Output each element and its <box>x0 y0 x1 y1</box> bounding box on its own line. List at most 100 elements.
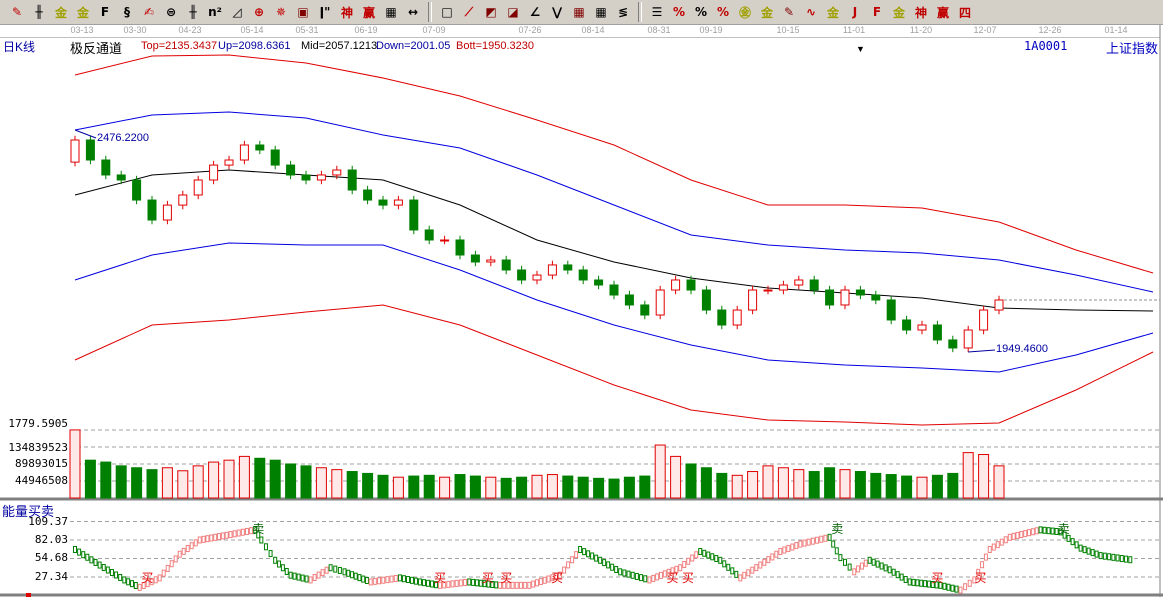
pen-draw-button[interactable]: ✎ <box>6 2 28 22</box>
pen-ruler-button[interactable]: ✍ <box>138 2 160 22</box>
energy-mark <box>337 566 342 574</box>
energy-mark <box>710 553 715 561</box>
box-icon: □ <box>441 5 453 19</box>
target-button[interactable]: ⊕ <box>248 2 270 22</box>
gold-lines-button[interactable]: 金 <box>756 2 778 22</box>
circle-ruler-button[interactable]: ⊜ <box>160 2 182 22</box>
square-target-button[interactable]: ▣ <box>292 2 314 22</box>
energy-mark <box>614 566 619 574</box>
ruler-123-button[interactable]: ▦ <box>380 2 402 22</box>
f-lines-button[interactable]: F <box>94 2 116 22</box>
shen-button[interactable]: 神 <box>336 2 358 22</box>
candle <box>640 300 650 320</box>
n-squared-button[interactable]: n² <box>204 2 226 22</box>
buy-signal: 买 <box>551 571 563 585</box>
volume-bar <box>824 467 836 499</box>
scroll-marker <box>26 593 31 597</box>
shen-angle-button[interactable]: 神 <box>910 2 932 22</box>
four-angle-button[interactable]: 四 <box>954 2 976 22</box>
volume-bar <box>577 476 589 499</box>
volume-bar <box>408 475 420 499</box>
candle <box>409 195 419 235</box>
gold-ratio-button[interactable]: 金 <box>50 2 72 22</box>
triangle-button[interactable]: ◿ <box>226 2 248 22</box>
percent-lines-button[interactable]: % <box>712 2 734 22</box>
energy-mark <box>304 575 309 583</box>
energy-mark <box>954 585 959 593</box>
volume-bar <box>331 469 343 499</box>
volume-bar <box>238 455 250 499</box>
pen-bar-button[interactable]: ✎ <box>778 2 800 22</box>
volume-bar <box>608 478 620 499</box>
energy-mark <box>610 563 615 571</box>
grid-box-2-button[interactable]: ▦ <box>590 2 612 22</box>
volume-bar <box>993 465 1005 499</box>
percent-button[interactable]: % <box>690 2 712 22</box>
candle-body <box>178 194 188 206</box>
energy-mark <box>562 566 567 574</box>
energy-mark <box>578 545 583 553</box>
spiral-button[interactable]: § <box>116 2 138 22</box>
f-angle-button[interactable]: F <box>866 2 888 22</box>
channel-line-mid <box>74 169 1154 312</box>
energy-mark <box>393 574 398 582</box>
candle-body <box>301 174 311 181</box>
volume-bar <box>439 476 451 499</box>
energy-mark <box>101 564 106 572</box>
angle-lines-button[interactable]: ∠ <box>524 2 546 22</box>
bars-button[interactable]: ☰ <box>646 2 668 22</box>
grid-lines-button[interactable]: ╫ <box>28 2 50 22</box>
percent-angle-button[interactable]: % <box>668 2 690 22</box>
energy-mark <box>232 530 237 538</box>
buy-signal: 买 <box>667 571 679 585</box>
fan-box-button[interactable]: ◩ <box>480 2 502 22</box>
gold-angle-button[interactable]: 金 <box>888 2 910 22</box>
volume-bar <box>870 472 882 499</box>
gold-circle-button[interactable]: ㊎ <box>734 2 756 22</box>
volume-bar <box>808 471 820 499</box>
candle-body <box>224 159 234 166</box>
candle-body <box>932 324 942 341</box>
j-angle-button[interactable]: J <box>844 2 866 22</box>
parallel-lines-button[interactable]: ╫ <box>182 2 204 22</box>
energy-mark <box>467 578 472 586</box>
candle <box>532 270 542 285</box>
star-target-button[interactable]: ✵ <box>270 2 292 22</box>
ying-angle-icon: 赢 <box>936 5 949 20</box>
fan-lines-button[interactable]: ⟋ <box>458 2 480 22</box>
candle <box>486 255 496 267</box>
energy-mark <box>690 554 695 562</box>
energy-mark <box>268 550 273 558</box>
energy-mark <box>133 582 138 590</box>
ying-angle-button[interactable]: 赢 <box>932 2 954 22</box>
wave-button[interactable]: ∿ <box>800 2 822 22</box>
date-tick: 06-19 <box>354 25 378 35</box>
candle-body <box>902 319 912 331</box>
diagonal-lines-button[interactable]: ≶ <box>612 2 634 22</box>
candle <box>624 290 634 310</box>
tick-marks-button[interactable]: ǀ" <box>314 2 336 22</box>
energy-mark <box>1111 553 1116 561</box>
gold-ratio-2-button[interactable]: 金 <box>72 2 94 22</box>
energy-mark <box>674 565 679 573</box>
box-button[interactable]: □ <box>436 2 458 22</box>
gold-box-button[interactable]: 金 <box>822 2 844 22</box>
energy-mark <box>594 554 599 562</box>
grid-box-button[interactable]: ▦ <box>568 2 590 22</box>
candle <box>132 175 142 205</box>
width-arrows-button[interactable]: ↔ <box>402 2 424 22</box>
chevron-down-icon[interactable]: ▼ <box>856 44 865 54</box>
zigzag-button[interactable]: ⋁ <box>546 2 568 22</box>
candle <box>948 335 958 353</box>
energy-mark <box>670 567 675 575</box>
volume-bar <box>208 461 220 499</box>
period-label[interactable]: 日K线 <box>3 40 36 54</box>
energy-mark <box>750 566 755 574</box>
fan-lines-icon: ⟋ <box>464 4 474 19</box>
buy-signal: 买 <box>434 571 446 585</box>
energy-mark <box>819 535 824 543</box>
fan-grid-button[interactable]: ◪ <box>502 2 524 22</box>
ying-button[interactable]: 赢 <box>358 2 380 22</box>
gold-angle-icon: 金 <box>892 5 905 20</box>
volume-bar <box>84 459 96 499</box>
